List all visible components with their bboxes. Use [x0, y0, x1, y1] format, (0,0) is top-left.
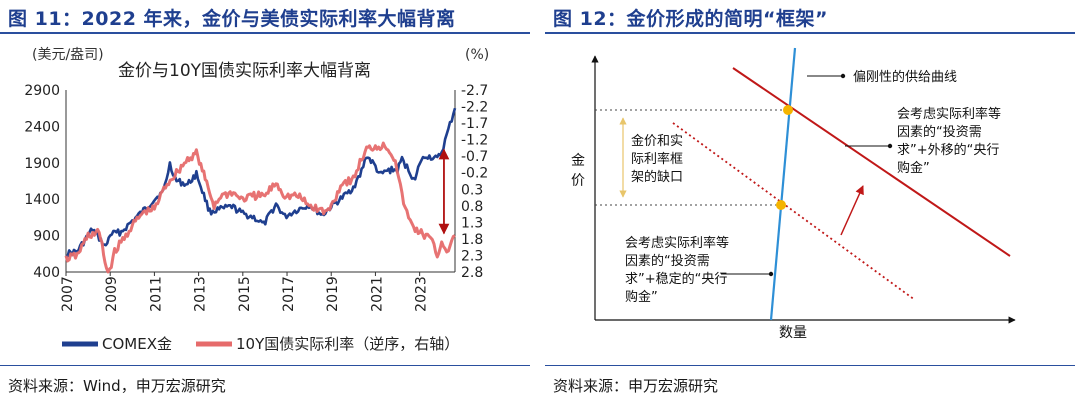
figure-11-title: 图 11：2022 年来，金价与美债实际利率大幅背离	[8, 8, 456, 30]
real-rate-line	[64, 141, 456, 274]
right-y-tick-label: -1.7	[461, 116, 488, 132]
x-tick-label: 2011	[148, 276, 164, 312]
figure-12-panel: 图 12：金价形成的简明“框架” 金 价 数量	[545, 0, 1080, 405]
inner-demand-label-line4: 购金”	[625, 289, 658, 305]
left-y-tick-label: 2400	[24, 119, 60, 135]
source-rule	[0, 365, 530, 366]
x-tick-label: 2021	[369, 276, 385, 312]
inner-equilibrium-point	[776, 200, 786, 210]
x-tick-label: 2007	[60, 276, 76, 312]
left-y-tick-label: 900	[33, 229, 60, 245]
right-y-tick-label: 2.8	[461, 265, 483, 281]
x-tick-label: 2023	[414, 276, 430, 312]
comex-gold-line	[65, 107, 457, 258]
left-axis-unit-label: (美元/盎司)	[32, 47, 104, 63]
axes-layer: 2900240019001400900400-2.7-2.2-1.7-1.2-0…	[24, 83, 488, 312]
legend: COMEX金 10Y国债实际利率（逆序，右轴）	[62, 335, 459, 353]
outer-demand-dot	[887, 143, 893, 149]
inner-demand-dot	[768, 271, 774, 277]
inner-demand-label-line1: 会考虑实际利率等	[625, 235, 729, 251]
y-axis-label-line2: 价	[571, 173, 585, 189]
x-tick-label: 2015	[237, 276, 253, 312]
outer-demand-label-line3: 求”+外移的“央行	[897, 142, 999, 158]
outer-demand-label-line1: 会考虑实际利率等	[897, 106, 1001, 122]
supply-curve-label: 偏刚性的供给曲线	[853, 69, 957, 85]
x-tick-label: 2017	[281, 276, 297, 312]
left-y-tick-label: 2900	[24, 83, 60, 99]
inner-demand-label-line2: 因素的“投资需	[625, 253, 710, 269]
figure-11-panel: 图 11：2022 年来，金价与美债实际利率大幅背离 (美元/盎司) (%) 金…	[0, 0, 530, 405]
left-y-tick-label: 400	[33, 265, 60, 281]
series-layer	[64, 107, 457, 274]
right-y-tick-label: 2.3	[461, 248, 483, 264]
supply-curve	[769, 47, 797, 321]
left-y-tick-label: 1400	[24, 192, 60, 208]
x-tick-label: 2009	[104, 276, 120, 312]
right-y-tick-label: -1.2	[461, 133, 488, 149]
right-y-tick-label: -0.2	[461, 166, 488, 182]
x-tick-label: 2019	[325, 276, 341, 312]
figure-12-source: 资料来源：申万宏源研究	[553, 377, 719, 395]
right-y-tick-label: -2.7	[461, 83, 488, 99]
x-tick-label: 2013	[193, 276, 209, 312]
outer-demand-label-line2: 因素的“投资需	[897, 124, 982, 140]
inner-demand-label-line3: 求”+稳定的“央行	[625, 271, 727, 287]
gold-pricing-framework-diagram: 金 价 数量 金价和实 际利率框 架的缺口 偏刚性的供给曲线 会考虑实际利率等 …	[571, 47, 1016, 341]
title-rule	[545, 32, 1075, 34]
outer-demand-label-line4: 购金”	[897, 160, 930, 176]
right-y-tick-label: -0.7	[461, 149, 488, 165]
right-axis-unit-label: (%)	[465, 47, 489, 63]
gap-label-line3: 架的缺口	[631, 169, 683, 185]
supply-label-dot	[840, 73, 846, 79]
figure-11-source: 资料来源：Wind，申万宏源研究	[8, 377, 226, 395]
gap-label-line2: 际利率框	[631, 151, 683, 167]
figure-12-title: 图 12：金价形成的简明“框架”	[553, 8, 829, 30]
right-y-tick-label: -2.2	[461, 100, 488, 116]
right-y-tick-label: 0.3	[461, 182, 483, 198]
gold-vs-real-rate-chart: (美元/盎司) (%) 金价与10Y国债实际利率大幅背离 2900 2400 190…	[24, 47, 489, 353]
right-y-tick-label: 1.3	[461, 215, 483, 231]
gap-label-line1: 金价和实	[631, 133, 683, 149]
right-y-tick-label: 1.8	[461, 232, 483, 248]
title-rule	[0, 32, 530, 34]
y-axis-label-line1: 金	[571, 153, 585, 169]
demand-shift-arrow	[840, 185, 864, 236]
x-axis-label: 数量	[779, 325, 807, 341]
source-rule	[545, 365, 1075, 366]
left-y-tick-label: 1900	[24, 156, 60, 172]
right-y-tick-label: 0.8	[461, 199, 483, 215]
legend-label-real-rate: 10Y国债实际利率（逆序，右轴）	[236, 335, 459, 353]
outer-equilibrium-point	[783, 105, 793, 115]
legend-label-comex: COMEX金	[102, 335, 172, 353]
outer-demand-curve	[732, 67, 1011, 257]
chart-title: 金价与10Y国债实际利率大幅背离	[118, 61, 371, 81]
